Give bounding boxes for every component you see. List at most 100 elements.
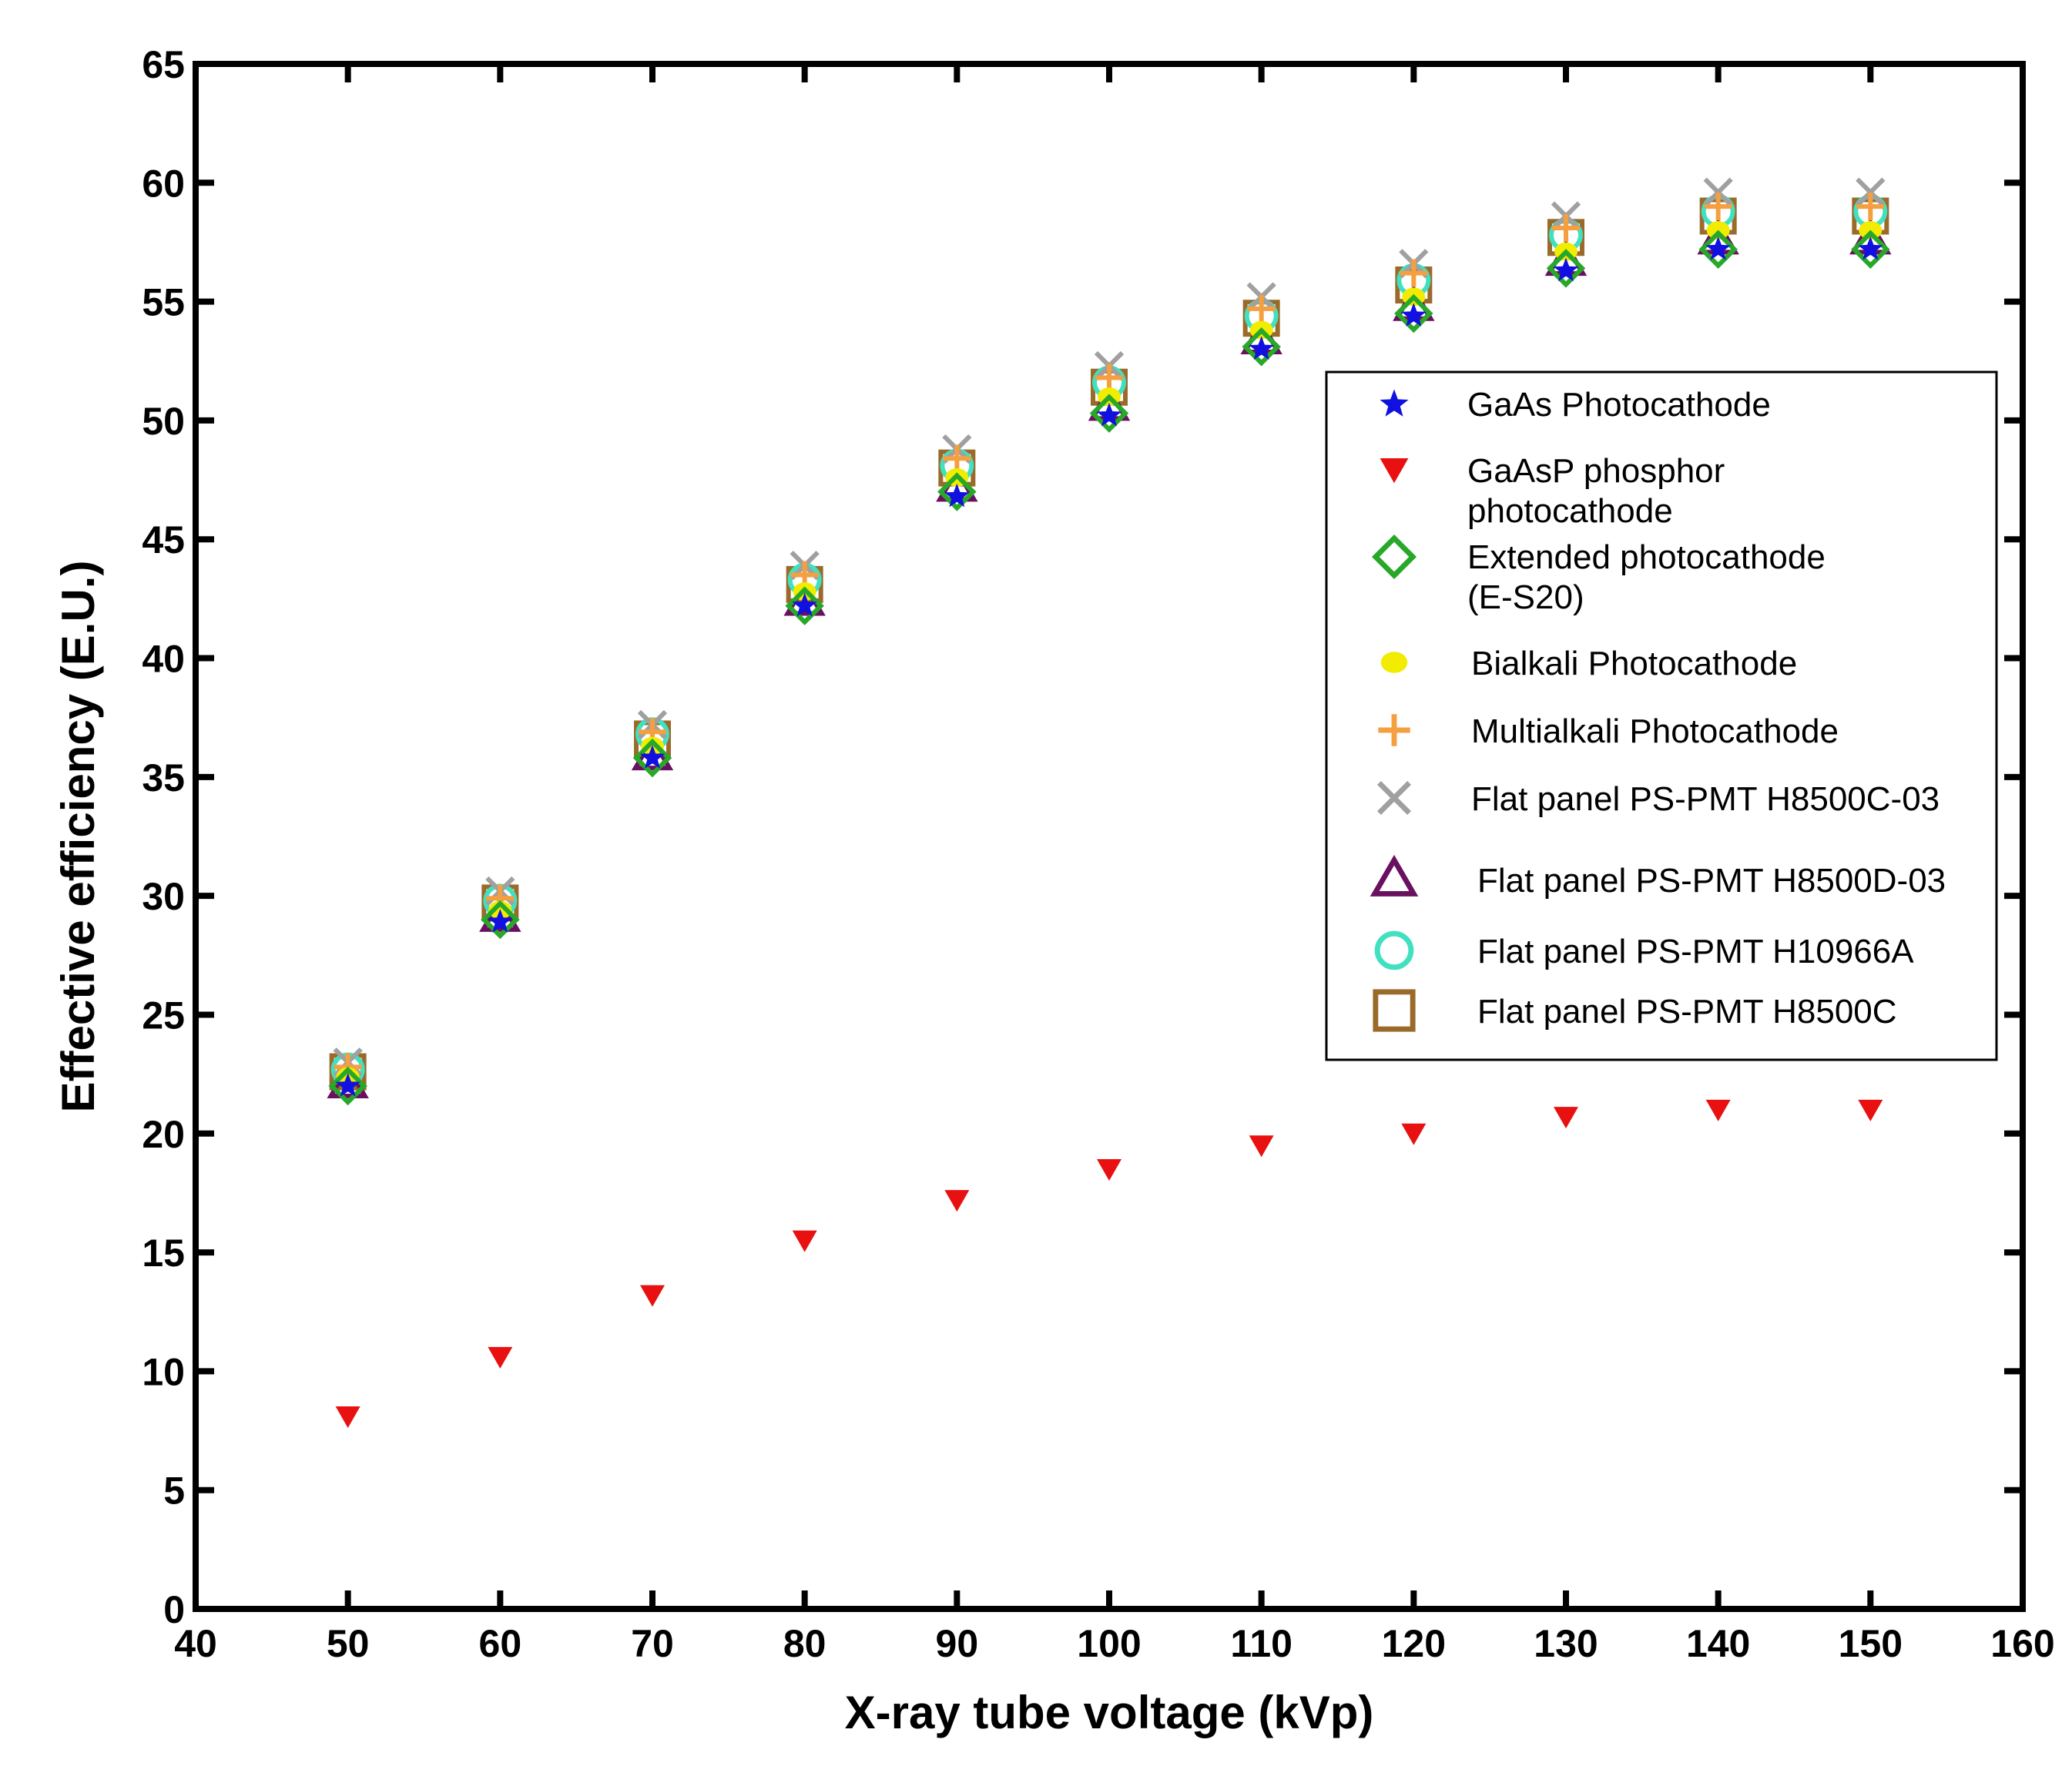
- legend-label: Flat panel PS-PMT H8500C-03: [1471, 780, 1940, 818]
- data-point: [1856, 193, 1885, 221]
- data-point: [1856, 177, 1886, 207]
- data-point: [488, 909, 513, 933]
- series-5: [334, 193, 1885, 1081]
- legend-marker: [1380, 389, 1409, 417]
- y-tick-label: 0: [163, 1588, 185, 1631]
- data-point: [1858, 1099, 1883, 1121]
- series-3: [328, 230, 1890, 1106]
- data-point: [1851, 230, 1890, 269]
- data-point: [328, 1066, 367, 1106]
- y-tick-label: 5: [163, 1470, 185, 1513]
- series-1: [335, 236, 1883, 1097]
- y-tick-label: 50: [142, 400, 185, 443]
- legend-marker: [1371, 534, 1417, 580]
- data-point: [1097, 1159, 1121, 1181]
- data-point: [1242, 327, 1281, 367]
- x-tick-label: 70: [631, 1622, 674, 1665]
- data-point: [1554, 1107, 1578, 1129]
- legend-item: GaAs Photocathode: [1380, 386, 1771, 424]
- x-tick-label: 130: [1534, 1622, 1598, 1665]
- legend-marker: [1373, 989, 1416, 1032]
- data-point: [1096, 402, 1122, 427]
- legend-marker: [1374, 930, 1414, 970]
- data-point: [944, 1190, 970, 1212]
- data-point: [1249, 1135, 1274, 1158]
- y-tick-label: 55: [142, 281, 185, 324]
- data-point: [1401, 303, 1427, 327]
- data-point: [1705, 1099, 1731, 1121]
- series-2: [335, 1099, 1883, 1429]
- axis-ticks: 40 50 60 70 80 90 100 110 120 130 140 150 160 0 5 10 15 2…: [142, 43, 2054, 1665]
- y-tick-label: 60: [142, 162, 185, 205]
- legend-item: Flat panel PS-PMT H8500C: [1373, 989, 1897, 1032]
- legend-marker: [1377, 781, 1411, 815]
- legend-label: Bialkali Photocathode: [1471, 645, 1797, 682]
- x-tick-label: 160: [1990, 1622, 2054, 1665]
- x-tick-label: 90: [936, 1622, 979, 1665]
- data-point: [1401, 1123, 1427, 1145]
- data-point: [481, 900, 520, 940]
- data-point: [1703, 177, 1733, 207]
- legend-item: Flat panel PS-PMT H10966A: [1374, 930, 1914, 970]
- legend-item: Flat panel PS-PMT H8500D-03: [1370, 854, 1946, 900]
- data-point: [335, 1073, 360, 1097]
- legend: GaAs Photocathode GaAsP phosphorphotocath…: [1325, 370, 1998, 1061]
- legend-label: Flat panel PS-PMT H8500C: [1477, 993, 1897, 1031]
- legend-item: Extended photocathode(E-S20): [1371, 534, 1826, 616]
- data-point: [1394, 293, 1433, 333]
- legend-label: GaAsP phosphor: [1467, 452, 1725, 490]
- data-point: [943, 444, 971, 473]
- legend-label: (E-S20): [1467, 578, 1584, 616]
- legend-label: GaAs Photocathode: [1467, 386, 1771, 424]
- legend-label: Extended photocathode: [1467, 538, 1826, 576]
- x-tick-label: 50: [327, 1622, 370, 1665]
- data-point: [632, 738, 672, 778]
- y-tick-label: 10: [142, 1350, 185, 1393]
- data-point: [785, 586, 824, 625]
- legend-item: Multialkali Photocathode: [1378, 712, 1839, 750]
- data-point: [1704, 193, 1732, 221]
- legend-label: Multialkali Photocathode: [1471, 712, 1839, 750]
- legend-box: [1325, 370, 1998, 1061]
- x-axis-title: X-ray tube voltage (kVp): [845, 1687, 1374, 1738]
- x-tick-label: 80: [783, 1622, 826, 1665]
- legend-marker: [1380, 458, 1409, 484]
- data-point: [1553, 257, 1579, 282]
- y-tick-label: 25: [142, 994, 185, 1037]
- data-point: [792, 1230, 817, 1252]
- legend-item: Bialkali Photocathode: [1380, 645, 1797, 682]
- y-tick-label: 30: [142, 875, 185, 918]
- x-tick-label: 100: [1077, 1622, 1141, 1665]
- x-tick-label: 40: [174, 1622, 217, 1665]
- x-tick-label: 140: [1686, 1622, 1750, 1665]
- data-point: [1247, 294, 1276, 323]
- data-point: [1552, 213, 1580, 242]
- y-tick-label: 45: [142, 518, 185, 561]
- legend-label: Flat panel PS-PMT H10966A: [1477, 933, 1914, 970]
- data-point: [335, 1406, 360, 1429]
- data-point: [1546, 249, 1586, 288]
- data-point: [1095, 364, 1123, 392]
- data-point: [1400, 259, 1428, 287]
- legend-marker: [1370, 854, 1419, 897]
- data-point: [792, 592, 817, 617]
- y-tick-label: 15: [142, 1232, 185, 1275]
- legend-item: Flat panel PS-PMT H8500C-03: [1377, 780, 1940, 818]
- y-tick-label: 35: [142, 756, 185, 799]
- y-tick-label: 20: [142, 1113, 185, 1156]
- data-point: [937, 472, 977, 511]
- legend-marker: [1378, 714, 1410, 746]
- data-point: [488, 1346, 513, 1369]
- data-point: [1249, 336, 1274, 360]
- y-axis-title: Effective efficiency (E.U.): [52, 561, 104, 1113]
- data-point: [639, 745, 666, 769]
- data-point: [944, 483, 970, 508]
- legend-marker: [1380, 652, 1408, 673]
- x-tick-label: 120: [1382, 1622, 1446, 1665]
- x-tick-label: 110: [1230, 1622, 1292, 1665]
- legend-label: Flat panel PS-PMT H8500D-03: [1477, 862, 1946, 900]
- data-points: [327, 177, 1892, 1429]
